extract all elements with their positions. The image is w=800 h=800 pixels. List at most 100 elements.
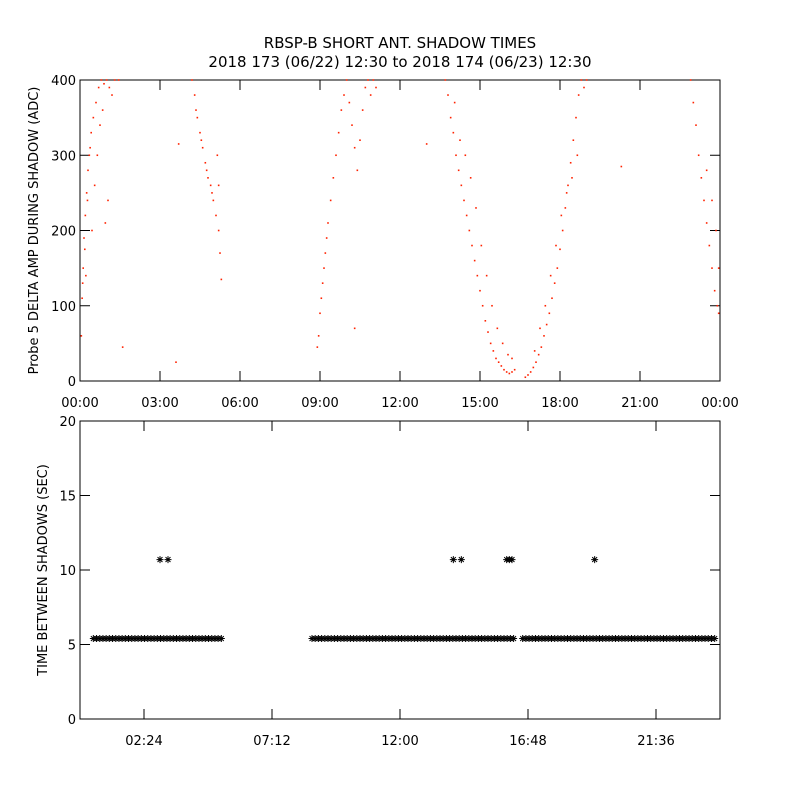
top-data-point — [620, 165, 623, 168]
top-data-point — [463, 199, 465, 202]
top-data-point — [577, 94, 580, 96]
bottom-y-tick-label: 20 — [59, 415, 76, 430]
top-data-point — [177, 143, 180, 145]
top-data-point — [356, 169, 359, 172]
top-data-point — [527, 374, 529, 376]
top-data-point — [708, 244, 711, 247]
top-data-point — [569, 161, 572, 164]
top-data-point — [475, 207, 477, 209]
top-data-point — [553, 282, 556, 284]
top-plot-frame — [79, 79, 721, 382]
top-data-point — [193, 94, 196, 96]
top-data-point — [369, 94, 372, 96]
top-data-point — [460, 184, 463, 187]
top-data-point — [113, 79, 116, 81]
top-y-tick-label: 400 — [51, 74, 76, 89]
top-data-point — [81, 297, 83, 300]
top-data-point — [556, 267, 559, 269]
top-data-point — [319, 312, 321, 315]
top-data-point — [717, 267, 720, 269]
top-data-point — [492, 350, 495, 352]
top-data-point — [529, 371, 532, 373]
top-data-point — [343, 94, 345, 96]
top-data-point — [444, 79, 447, 81]
top-y-tick-label: 0 — [68, 375, 76, 390]
top-data-point — [689, 79, 692, 81]
top-data-point — [480, 244, 483, 247]
top-y-tick-label: 200 — [51, 225, 76, 240]
top-data-point — [447, 94, 449, 96]
top-data-point — [121, 346, 124, 348]
bottom-data-point — [457, 556, 465, 564]
top-data-point — [565, 192, 568, 194]
top-data-point — [90, 131, 92, 134]
top-data-point — [449, 116, 452, 119]
top-data-point — [481, 304, 484, 307]
top-data-point — [88, 154, 91, 157]
top-y-tick-label: 300 — [51, 149, 76, 164]
top-data-point — [205, 169, 208, 172]
top-data-point — [548, 312, 551, 315]
top-data-point — [537, 353, 540, 356]
top-data-point — [464, 154, 467, 157]
top-data-point — [695, 124, 697, 126]
top-data-point — [711, 199, 713, 202]
top-data-point — [697, 154, 700, 157]
top-data-point — [585, 79, 588, 81]
top-data-point — [489, 342, 492, 345]
top-x-tick-label: 15:00 — [461, 396, 498, 411]
top-data-point — [496, 327, 499, 330]
top-data-point — [204, 161, 207, 164]
top-data-point — [317, 335, 320, 337]
top-data-point — [348, 101, 351, 104]
top-data-point — [201, 146, 204, 149]
top-data-point — [495, 357, 497, 360]
top-data-point — [215, 214, 217, 217]
top-x-tick-label: 09:00 — [301, 396, 338, 411]
top-data-point — [337, 131, 340, 134]
top-data-point — [325, 237, 328, 239]
figure-title-line2: 2018 173 (06/22) 12:30 to 2018 174 (06/2… — [208, 53, 591, 71]
top-data-point — [93, 184, 96, 187]
top-data-point — [84, 248, 86, 251]
top-data-point — [497, 361, 500, 363]
top-data-point — [329, 199, 332, 202]
top-data-point — [375, 86, 377, 89]
bottom-x-tick-label: 07:12 — [253, 734, 290, 749]
bottom-y-axis-label: TIME BETWEEN SHADOWS (SEC) — [36, 464, 51, 677]
top-data-point — [207, 177, 209, 179]
top-data-point — [559, 248, 561, 251]
top-data-point — [220, 278, 223, 281]
top-x-tick-label: 00:00 — [61, 396, 98, 411]
top-data-point — [452, 131, 455, 134]
top-data-point — [359, 139, 361, 141]
top-data-point — [543, 335, 545, 337]
top-data-point — [81, 282, 84, 284]
top-data-point — [491, 304, 493, 307]
top-data-point — [544, 304, 547, 307]
top-data-point — [321, 282, 324, 284]
top-data-point — [217, 184, 220, 187]
top-data-point — [508, 372, 511, 375]
top-data-point — [200, 139, 203, 141]
bottom-data-point — [510, 635, 518, 643]
top-data-point — [95, 101, 97, 104]
bottom-plot-frame — [79, 420, 721, 720]
top-data-point — [507, 353, 509, 356]
bottom-data-point — [591, 556, 599, 564]
top-data-point — [97, 86, 100, 89]
top-data-point — [361, 109, 364, 111]
top-data-point — [108, 86, 111, 89]
top-data-point — [91, 229, 93, 232]
top-data-point — [80, 335, 83, 337]
top-data-point — [501, 342, 504, 345]
top-data-point — [716, 304, 719, 307]
top-data-point — [111, 94, 113, 96]
bottom-x-tick-label: 02:24 — [125, 734, 162, 749]
bottom-y-tick-label: 10 — [59, 564, 76, 579]
top-data-point — [335, 154, 337, 157]
top-data-point — [96, 154, 99, 157]
top-data-point — [479, 289, 481, 292]
top-data-point — [217, 229, 220, 232]
top-data-point — [455, 154, 457, 157]
